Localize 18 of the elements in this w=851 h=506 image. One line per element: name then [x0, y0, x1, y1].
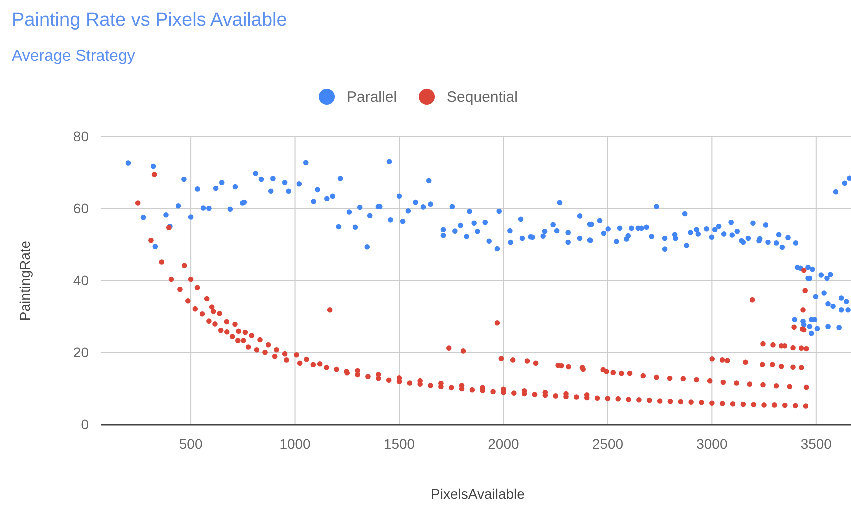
x-tick-label: 1500 [384, 436, 416, 452]
x-tick-label: 1000 [280, 436, 312, 452]
x-tick-label: 2500 [592, 436, 624, 452]
y-tick-label: 0 [81, 416, 90, 432]
y-tick-label: 80 [73, 128, 90, 144]
x-axis-title: PixelsAvailable [431, 486, 526, 502]
y-axis-title: PaintingRate [17, 240, 33, 322]
legend-label: Sequential [447, 89, 518, 106]
chart-subtitle: Average Strategy [12, 48, 136, 65]
y-tick-label: 40 [73, 272, 90, 288]
chart-title: Painting Rate vs Pixels Available [12, 10, 288, 31]
x-tick-label: 500 [179, 436, 203, 452]
x-tick-label: 2000 [488, 436, 520, 452]
y-tick-label: 20 [73, 344, 90, 360]
legend-label: Parallel [347, 89, 398, 106]
x-tick-label: 3500 [800, 436, 832, 452]
y-tick-label: 60 [73, 200, 90, 216]
x-tick-label: 3000 [696, 436, 728, 452]
